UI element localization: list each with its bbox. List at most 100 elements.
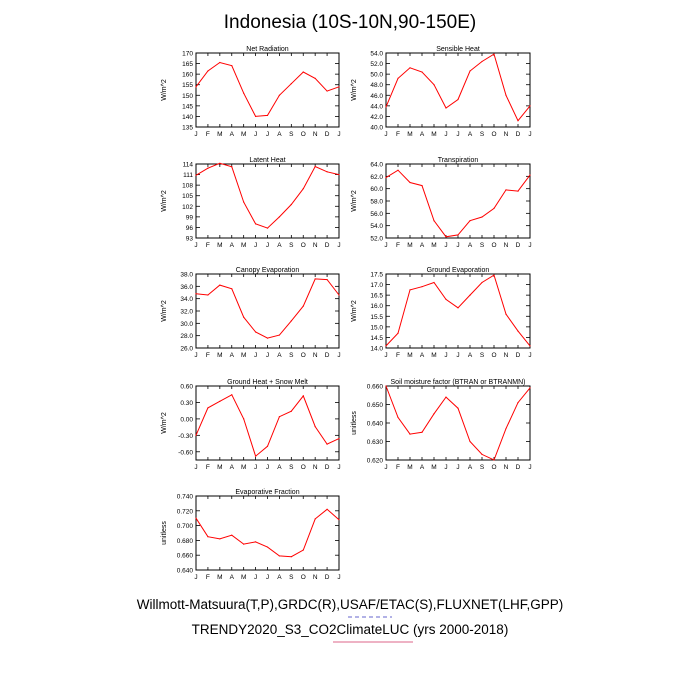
y-tick-label: 50.0 bbox=[370, 72, 383, 79]
data-point bbox=[195, 434, 197, 436]
y-tick-label: 0.30 bbox=[180, 400, 193, 407]
data-point bbox=[266, 337, 269, 339]
panel-title: Canopy Evaporation bbox=[236, 267, 300, 274]
x-tick-label: M bbox=[407, 242, 412, 249]
data-point bbox=[278, 555, 281, 557]
x-tick-label: J bbox=[456, 242, 459, 249]
x-tick-label: F bbox=[206, 464, 210, 471]
y-tick-label: 0.00 bbox=[180, 416, 193, 423]
data-point bbox=[397, 332, 399, 334]
x-tick-label: S bbox=[480, 464, 485, 471]
y-tick-label: 15.5 bbox=[370, 314, 383, 321]
x-tick-label: J bbox=[337, 574, 340, 581]
x-tick-label: O bbox=[491, 131, 496, 138]
data-point bbox=[207, 536, 209, 538]
data-point bbox=[195, 293, 197, 295]
panel-frame bbox=[195, 273, 340, 349]
y-tick-label: 42.0 bbox=[370, 114, 383, 121]
data-point bbox=[326, 90, 328, 92]
x-tick-label: A bbox=[420, 464, 425, 471]
data-point bbox=[290, 320, 292, 322]
x-tick-label: J bbox=[444, 464, 447, 471]
data-point bbox=[385, 385, 387, 387]
y-tick-label: 46.0 bbox=[370, 93, 383, 100]
x-tick-label: M bbox=[241, 131, 246, 138]
y-axis-label: W/m^2 bbox=[351, 190, 358, 212]
x-tick-label: J bbox=[444, 131, 447, 138]
y-axis-label: W/m^2 bbox=[161, 79, 168, 101]
data-point bbox=[338, 438, 340, 440]
x-tick-label: M bbox=[217, 574, 222, 581]
data-point bbox=[517, 120, 519, 122]
x-tick-label: J bbox=[444, 352, 447, 359]
panel-title: Evaporative Fraction bbox=[235, 489, 299, 496]
x-tick-label: D bbox=[325, 242, 330, 249]
data-point bbox=[338, 173, 340, 176]
data-point bbox=[481, 281, 483, 284]
x-tick-label: A bbox=[230, 242, 235, 249]
y-tick-label: 111 bbox=[183, 172, 193, 179]
credit-line-2: TRENDY2020_S3_CO2ClimateLUC (yrs 2000-20… bbox=[191, 622, 509, 637]
data-point bbox=[445, 396, 447, 398]
x-tick-label: D bbox=[325, 131, 330, 138]
panel-frame bbox=[195, 385, 340, 461]
data-point bbox=[302, 305, 304, 307]
data-point bbox=[219, 61, 221, 64]
x-tick-label: J bbox=[384, 131, 387, 138]
x-tick-label: S bbox=[289, 131, 294, 138]
data-point bbox=[326, 443, 328, 445]
x-tick-label: A bbox=[420, 352, 425, 359]
y-tick-label: 30.0 bbox=[180, 321, 193, 328]
data-point bbox=[421, 431, 423, 433]
data-point bbox=[278, 416, 281, 418]
y-tick-label: 155 bbox=[182, 82, 193, 89]
data-point bbox=[219, 284, 221, 286]
data-point bbox=[195, 86, 197, 88]
data-point bbox=[457, 407, 459, 409]
data-point bbox=[529, 174, 531, 176]
panel-title: Transpiration bbox=[438, 157, 479, 164]
x-tick-label: A bbox=[230, 352, 235, 359]
y-axis-label: W/m^2 bbox=[161, 300, 168, 322]
series-line bbox=[195, 61, 340, 117]
y-tick-label: 17.5 bbox=[370, 272, 383, 279]
y-tick-label: 0.740 bbox=[177, 494, 194, 501]
x-tick-label: M bbox=[431, 242, 436, 249]
data-point bbox=[266, 546, 269, 548]
data-point bbox=[278, 334, 281, 336]
y-tick-label: 52.0 bbox=[370, 61, 383, 68]
x-tick-label: F bbox=[396, 242, 400, 249]
data-point bbox=[529, 105, 531, 107]
y-tick-label: 135 bbox=[182, 125, 193, 132]
data-point bbox=[302, 188, 304, 190]
data-point bbox=[505, 94, 507, 96]
data-point bbox=[314, 165, 316, 168]
x-tick-label: M bbox=[241, 242, 246, 249]
y-tick-label: 44.0 bbox=[370, 103, 383, 110]
x-tick-label: J bbox=[254, 352, 257, 359]
y-tick-label: 0.650 bbox=[367, 402, 384, 409]
x-tick-label: A bbox=[420, 242, 425, 249]
y-tick-label: 145 bbox=[182, 103, 193, 110]
y-tick-label: 165 bbox=[182, 61, 193, 68]
data-point bbox=[314, 425, 316, 428]
data-point bbox=[505, 189, 507, 191]
y-axis-label: W/m^2 bbox=[351, 300, 358, 322]
y-tick-label: 60.0 bbox=[370, 186, 383, 193]
x-tick-label: N bbox=[313, 352, 318, 359]
x-tick-label: O bbox=[491, 352, 496, 359]
x-tick-label: J bbox=[194, 242, 197, 249]
data-point bbox=[385, 176, 387, 179]
data-point bbox=[529, 387, 531, 389]
figure-title: Indonesia (10S-10N,90-150E) bbox=[223, 12, 477, 33]
x-tick-label: S bbox=[480, 131, 485, 138]
x-tick-label: O bbox=[491, 464, 496, 471]
data-point bbox=[433, 220, 435, 222]
x-tick-label: A bbox=[277, 352, 282, 359]
panel-frame bbox=[385, 163, 531, 239]
y-tick-label: 140 bbox=[182, 114, 193, 121]
data-point bbox=[529, 345, 531, 347]
x-tick-label: D bbox=[325, 352, 330, 359]
